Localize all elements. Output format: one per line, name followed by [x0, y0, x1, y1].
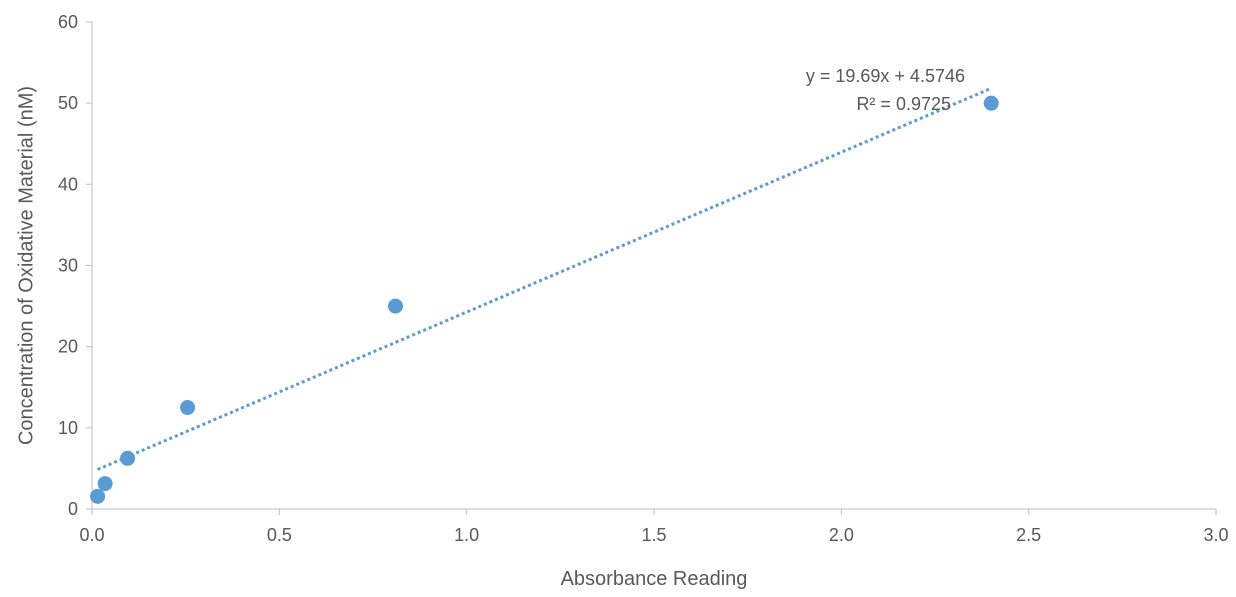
y-tick-label: 10 [58, 418, 78, 438]
x-tick-label: 3.0 [1203, 525, 1228, 545]
data-point [120, 450, 136, 466]
x-tick-label: 1.5 [641, 525, 666, 545]
x-axis-title: Absorbance Reading [561, 568, 748, 590]
trendline-r-squared: R² = 0.9725 [856, 94, 951, 114]
y-tick-label: 30 [58, 256, 78, 276]
data-point [983, 95, 999, 111]
data-point [90, 488, 106, 504]
y-tick-label: 60 [58, 12, 78, 32]
y-tick-label: 40 [58, 174, 78, 194]
x-tick-label: 2.5 [1016, 525, 1041, 545]
data-point [387, 298, 403, 314]
x-tick-label: 0.0 [79, 525, 104, 545]
y-tick-label: 50 [58, 93, 78, 113]
data-point [97, 476, 113, 492]
tick-labels: 0 10 20 30 40 50 60 0.0 0.5 1.0 1.5 2.0 2.5 3.0 [58, 12, 1229, 545]
x-tick-label: 1.0 [454, 525, 479, 545]
trendline [97, 86, 992, 471]
data-point [180, 400, 196, 416]
axes [86, 21, 1217, 515]
y-tick-label: 20 [58, 337, 78, 357]
x-tick-label: 2.0 [829, 525, 854, 545]
trendline-equation: y = 19.69x + 4.5746 [806, 66, 965, 86]
x-tick-label: 0.5 [267, 525, 292, 545]
data-points [90, 95, 999, 504]
trendline-layer [97, 86, 992, 471]
y-tick-label: 0 [68, 499, 78, 519]
y-axis-title: Concentration of Oxidative Material (nM) [15, 86, 37, 445]
